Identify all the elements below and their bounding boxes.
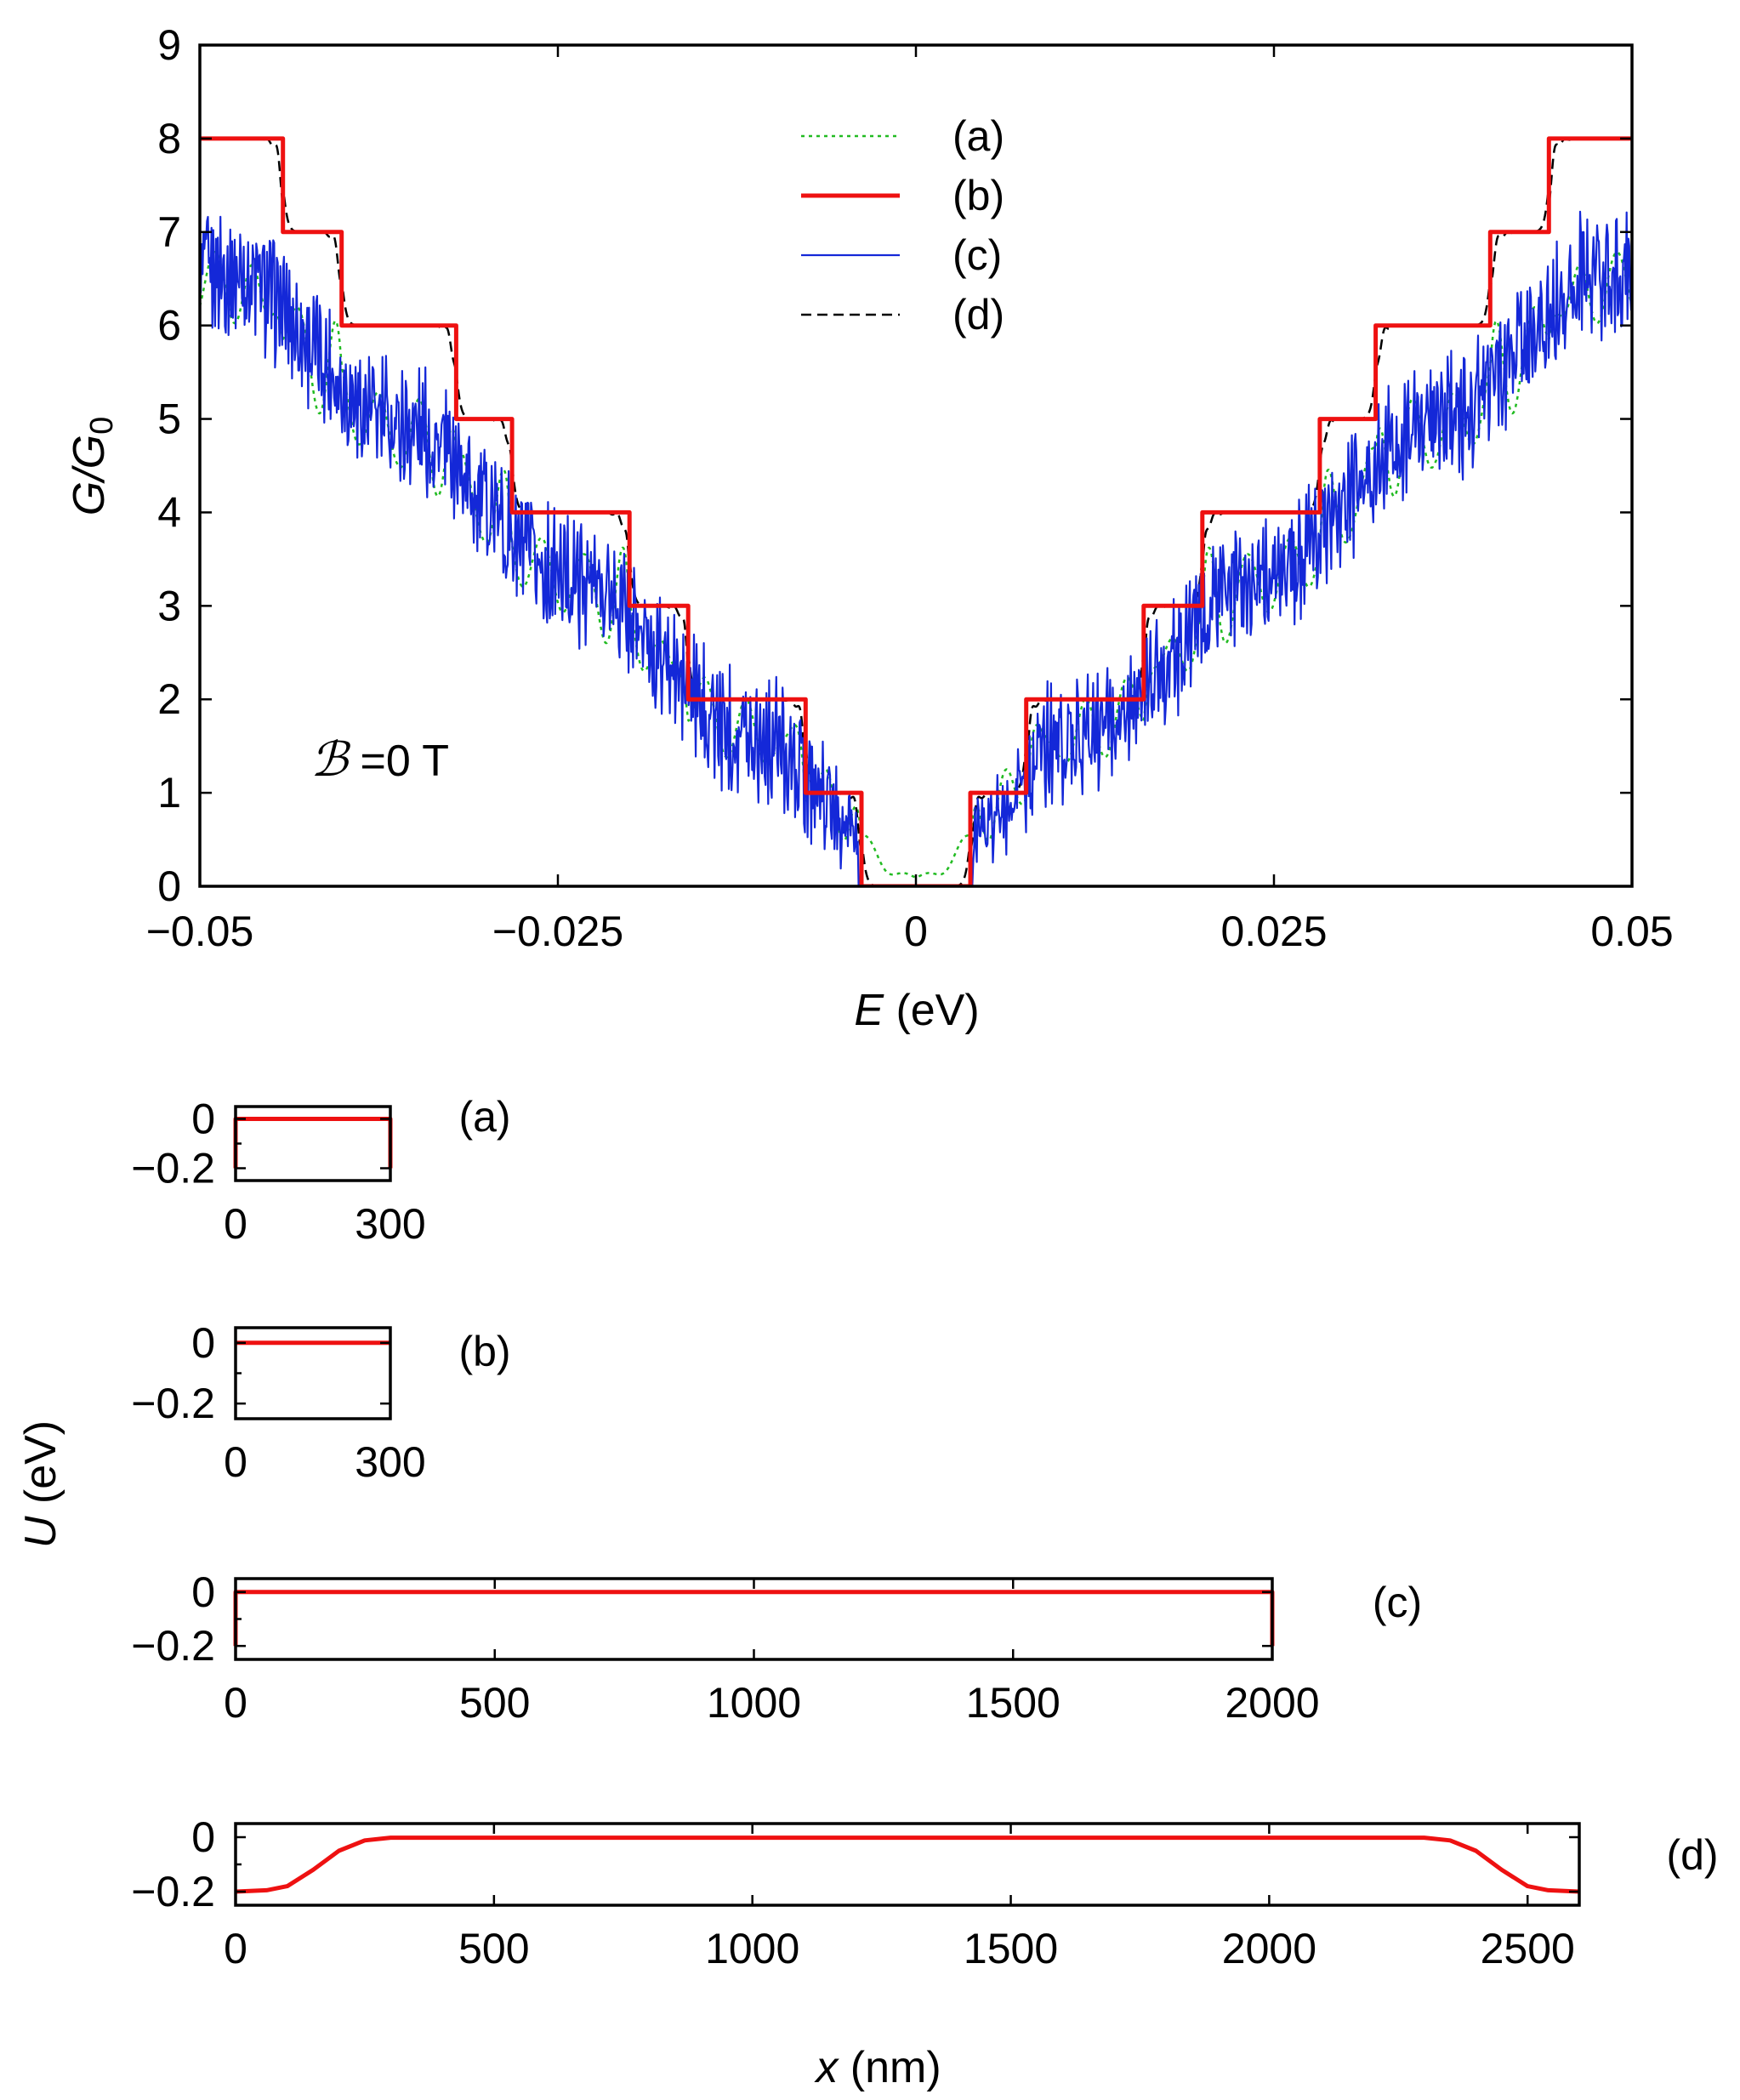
- x-tick-label: 0.05: [1590, 908, 1673, 955]
- inset-y-tick-label: 0: [191, 1813, 215, 1861]
- potential-inset-c: 0−0.20 500 1000 1500 2000(c): [131, 1568, 1422, 1727]
- inset-x-tick-label: 1000: [707, 1679, 801, 1727]
- potential-y-axis-label: U (eV): [16, 1420, 65, 1548]
- inset-y-tick-label: −0.2: [131, 1622, 215, 1670]
- inset-x-tick-label: 500: [458, 1925, 529, 1972]
- legend-label-b: (b): [952, 172, 1004, 219]
- y-tick-label: 0: [157, 862, 181, 910]
- field-annotation: ℬ =0 T: [310, 732, 449, 788]
- inset-x-tick-label: 0: [224, 1679, 247, 1727]
- inset-x-tick-label: 1500: [966, 1679, 1060, 1727]
- inset-y-tick-label: −0.2: [131, 1145, 215, 1192]
- inset-y-tick-label: −0.2: [131, 1380, 215, 1427]
- y-tick-label: 4: [157, 488, 181, 536]
- y-tick-label: 7: [157, 208, 181, 256]
- legend-label-d: (d): [952, 291, 1004, 339]
- inset-y-tick-label: −0.2: [131, 1868, 215, 1915]
- y-tick-label: 6: [157, 302, 181, 350]
- inset-y-tick-label: 0: [191, 1319, 215, 1367]
- inset-panel-label: (a): [458, 1093, 510, 1141]
- inset-x-tick-label: 300: [355, 1438, 425, 1486]
- conductance-plot: −0.05 −0.025 0 0.025 0.05 0 1 2 3 4 5 6 7 8 9 (a) (b) …: [65, 21, 1674, 1035]
- inset-x-tick-label: 300: [355, 1200, 425, 1248]
- inset-y-tick-label: 0: [191, 1096, 215, 1143]
- y-tick-label: 1: [157, 769, 181, 817]
- inset-x-tick-label: 0: [224, 1200, 247, 1248]
- inset-x-tick-label: 2500: [1481, 1925, 1575, 1972]
- x-label-pos-var: x: [813, 2043, 839, 2092]
- u-label-unit: (eV): [16, 1420, 65, 1517]
- main-x-axis-label: E (eV): [854, 986, 979, 1035]
- y-tick-label: 2: [157, 675, 181, 723]
- field-value: =0 T: [348, 737, 449, 786]
- potential-inset-b: 0−0.20 300(b): [131, 1319, 510, 1486]
- inset-panel-label: (b): [458, 1328, 510, 1375]
- inset-panel-label: (c): [1373, 1579, 1422, 1626]
- x-label-pos-unit: (nm): [838, 2043, 941, 2092]
- legend-label-a: (a): [952, 112, 1004, 160]
- main-axes-ticks: −0.05 −0.025 0 0.025 0.05 0 1 2 3 4 5 6 7 8 9: [146, 21, 1674, 955]
- inset-y-tick-label: 0: [191, 1568, 215, 1616]
- potential-inset-a: 0−0.20 300 (a): [131, 1093, 510, 1248]
- legend: (a) (b) (c) (d): [801, 112, 1004, 339]
- x-tick-label: 0: [904, 908, 928, 955]
- inset-x-tick-label: 2000: [1222, 1925, 1316, 1972]
- u-label-var: U: [16, 1516, 65, 1548]
- series-line-b: [200, 136, 1632, 886]
- legend-label-c: (c): [952, 231, 1002, 279]
- y-tick-label: 5: [157, 396, 181, 443]
- potential-inset-d: 0−0.20 500 1000 1500 2000 2500(d): [131, 1813, 1718, 1972]
- inset-x-tick-label: 0: [224, 1438, 247, 1486]
- series-group: [200, 136, 1632, 886]
- inset-x-tick-label: 2000: [1225, 1679, 1319, 1727]
- inset-x-tick-label: 0: [224, 1925, 247, 1972]
- main-y-axis-label: G/G0: [65, 417, 120, 515]
- potential-profile-line: [235, 1835, 1580, 1894]
- inset-panel-label: (d): [1666, 1831, 1718, 1879]
- inset-x-tick-label: 1500: [964, 1925, 1058, 1972]
- y-label-main: G/G: [65, 435, 114, 515]
- y-tick-label: 8: [157, 115, 181, 162]
- inset-x-tick-label: 500: [459, 1679, 530, 1727]
- y-label-sub: 0: [84, 417, 120, 435]
- position-x-axis-label: x (nm): [813, 2043, 941, 2092]
- x-tick-label: 0.025: [1220, 908, 1327, 955]
- potential-profiles: 0−0.20 300(a)0−0.20 300(b)0−0.20 500 1000 150…: [131, 1093, 1718, 1972]
- series-line-c: [200, 210, 1632, 886]
- inset-x-tick-label: 1000: [705, 1925, 799, 1972]
- field-symbol: ℬ: [310, 732, 351, 788]
- potential-profile-line: [233, 1590, 1275, 1647]
- x-label-var: E: [854, 986, 884, 1035]
- potential-profile-line: [233, 1117, 393, 1169]
- y-tick-label: 3: [157, 582, 181, 629]
- x-label-unit: (eV): [884, 986, 980, 1035]
- y-tick-label: 9: [157, 21, 181, 69]
- x-tick-label: −0.025: [492, 908, 623, 955]
- x-tick-label: −0.05: [146, 908, 254, 955]
